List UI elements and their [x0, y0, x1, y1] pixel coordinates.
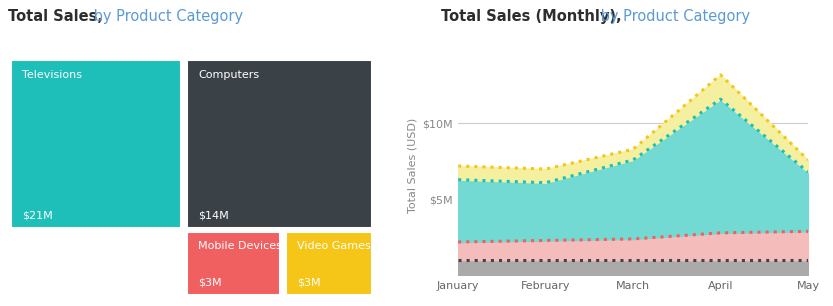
- Text: by Product Category: by Product Category: [89, 9, 243, 24]
- Text: by Product Category: by Product Category: [596, 9, 750, 24]
- Y-axis label: Total Sales (USD): Total Sales (USD): [408, 118, 418, 213]
- Text: Total Sales (Monthly),: Total Sales (Monthly),: [441, 9, 622, 24]
- Text: Televisions: Televisions: [22, 69, 82, 80]
- Text: $3M: $3M: [297, 278, 321, 288]
- Text: Total Sales,: Total Sales,: [8, 9, 103, 24]
- Bar: [187, 60, 372, 228]
- Text: $3M: $3M: [198, 278, 222, 288]
- Text: Mobile Devices: Mobile Devices: [198, 241, 282, 252]
- Text: $14M: $14M: [198, 211, 229, 221]
- Text: Computers: Computers: [198, 69, 259, 80]
- Bar: [287, 232, 372, 295]
- Bar: [12, 60, 182, 228]
- Text: $21M: $21M: [22, 211, 53, 221]
- Bar: [187, 232, 280, 295]
- Text: Video Games: Video Games: [297, 241, 371, 252]
